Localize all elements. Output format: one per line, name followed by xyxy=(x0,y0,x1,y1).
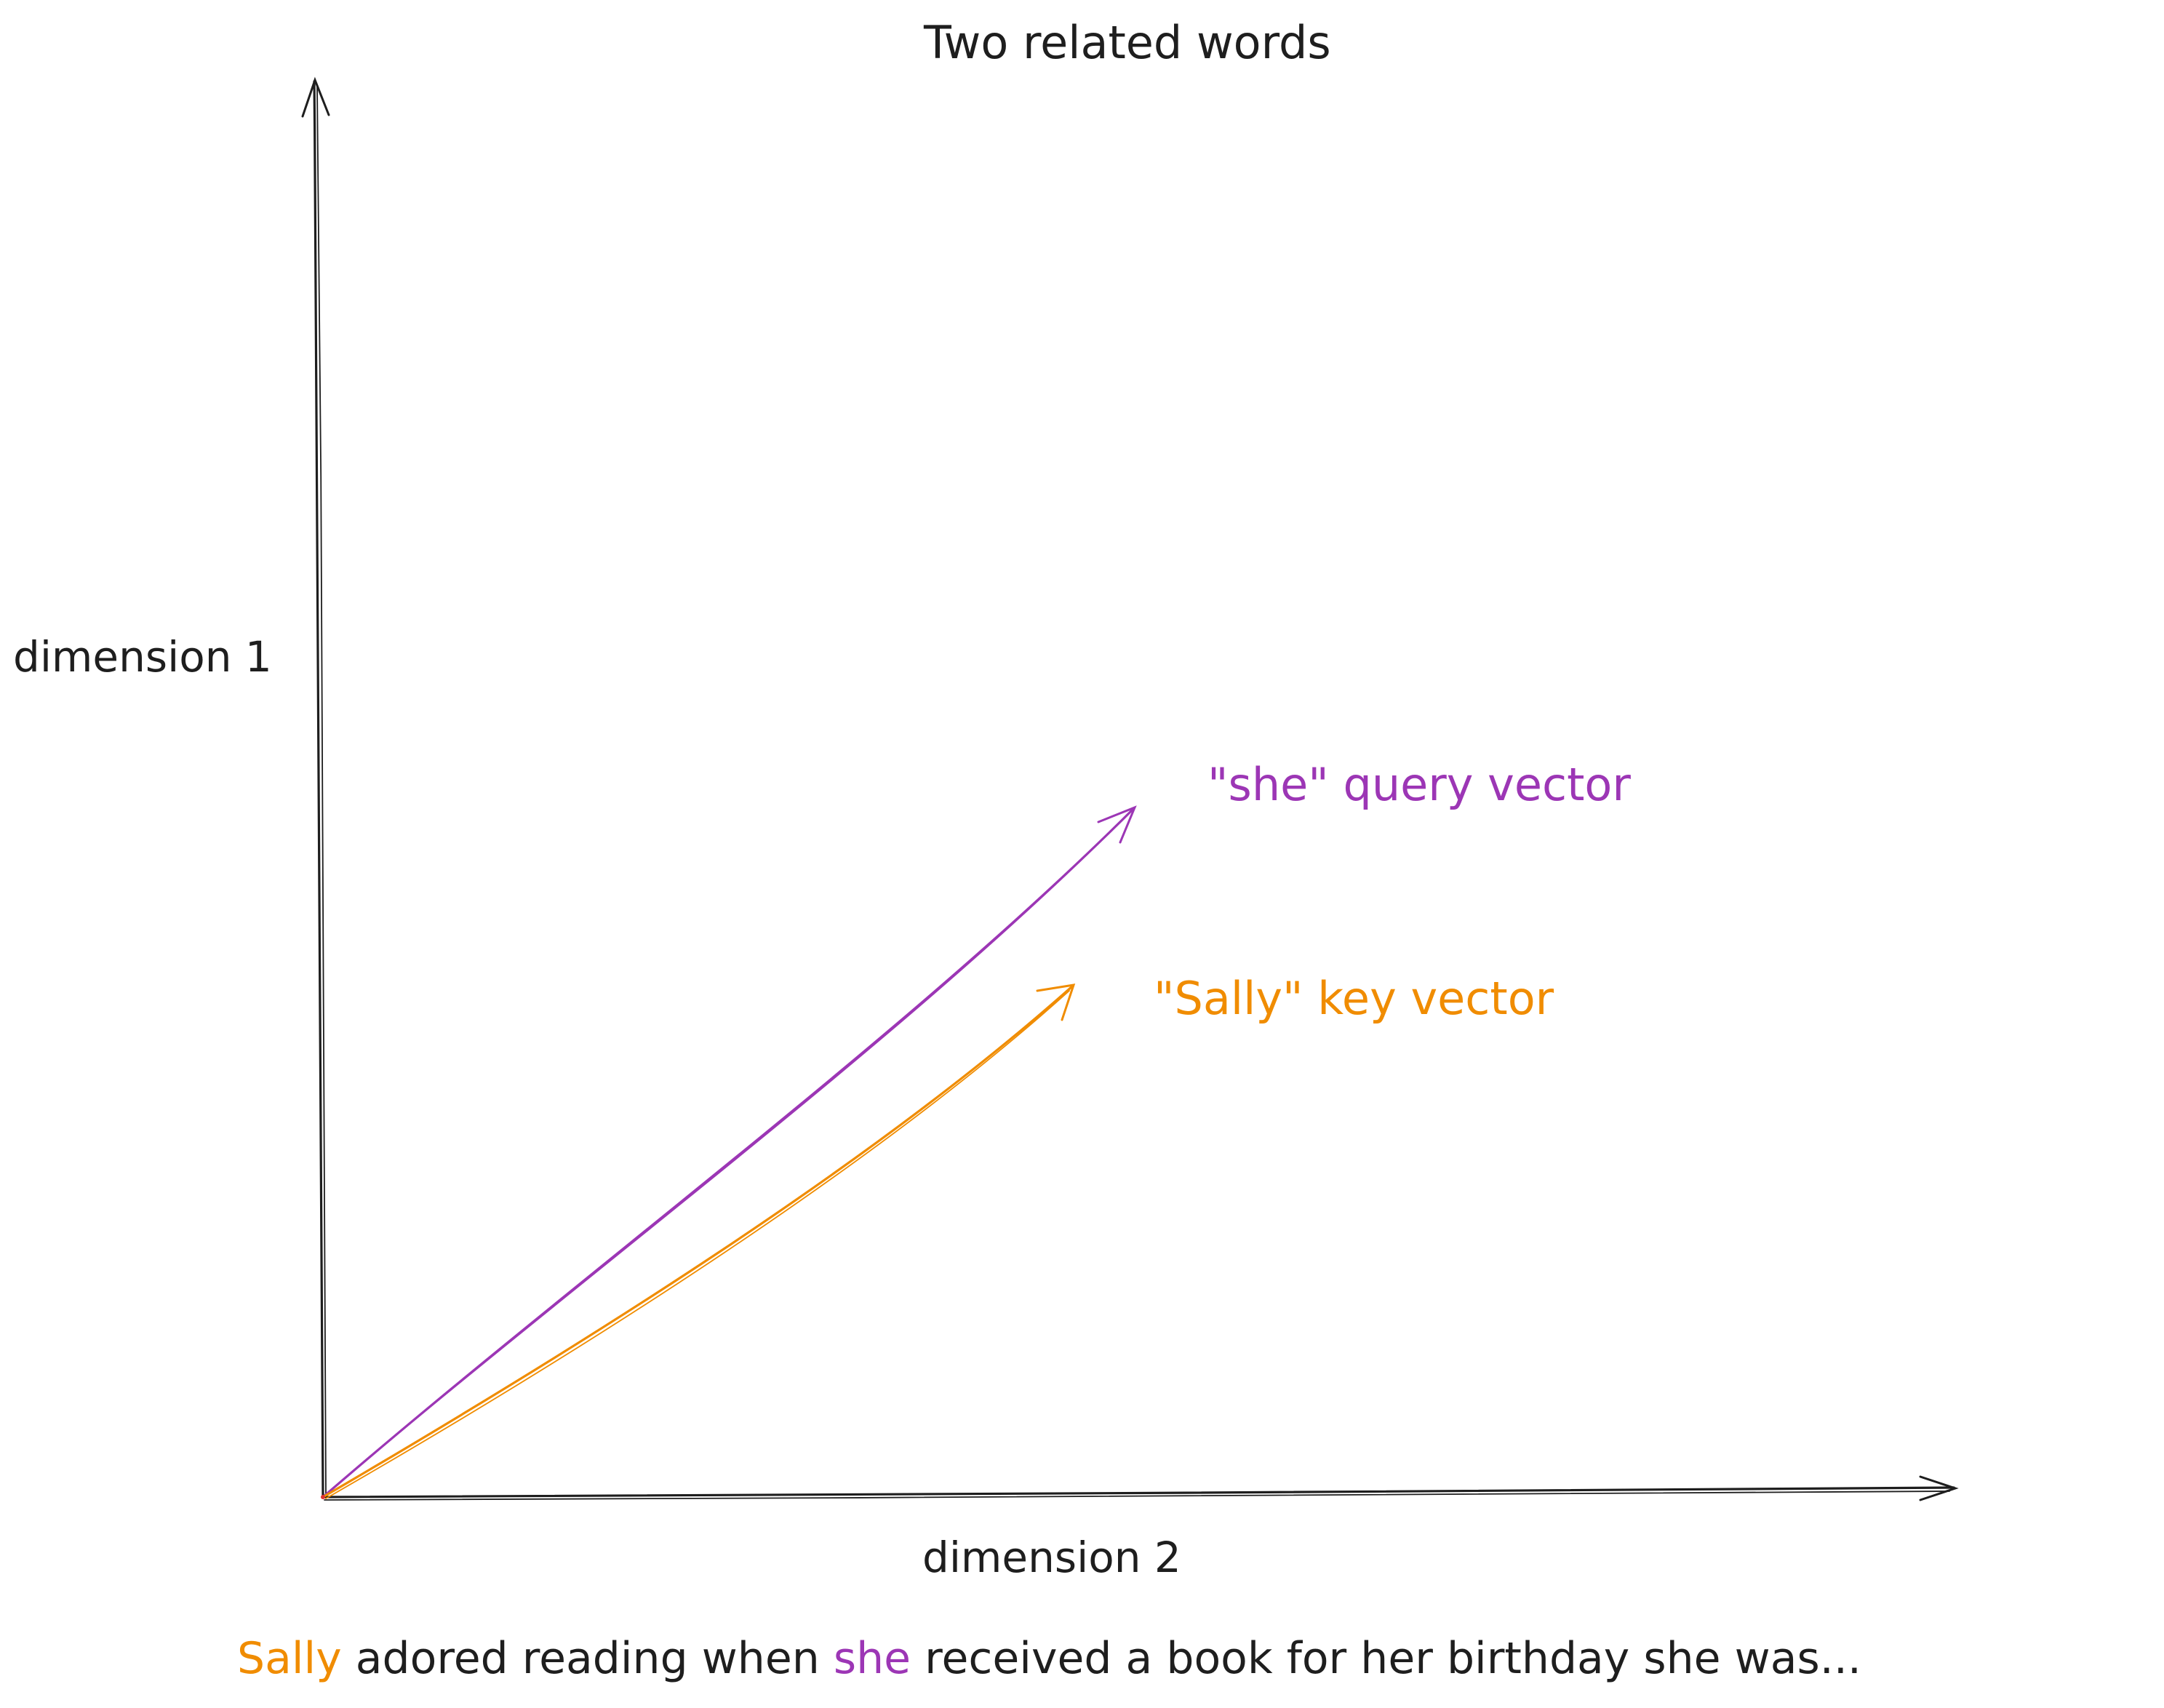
sentence-key-word: Sally xyxy=(237,1633,342,1684)
y-axis-label: dimension 1 xyxy=(13,632,272,682)
query-vector-arrow xyxy=(322,805,1137,1499)
y-axis-arrowhead xyxy=(301,76,330,118)
query-vector-arrowhead xyxy=(1097,805,1137,844)
sentence-query-word: she xyxy=(833,1633,911,1684)
sentence-part-1: adored reading when xyxy=(341,1633,834,1684)
x-axis-label: dimension 2 xyxy=(922,1533,1181,1582)
query-vector-label: "she" query vector xyxy=(1207,758,1631,811)
key-vector-arrowhead xyxy=(1036,983,1076,1021)
key-vector-label: "Sally" key vector xyxy=(1154,972,1554,1025)
x-axis xyxy=(322,1475,1959,1501)
diagram-title: Two related words xyxy=(924,16,1331,69)
y-axis xyxy=(301,76,330,1499)
key-vector-arrow xyxy=(322,983,1076,1499)
sentence-part-2: received a book for her birthday she was… xyxy=(911,1633,1861,1684)
x-axis-arrowhead xyxy=(1919,1475,1959,1501)
example-sentence: Sally adored reading when she received a… xyxy=(237,1637,1861,1680)
origin-point xyxy=(321,1495,325,1499)
